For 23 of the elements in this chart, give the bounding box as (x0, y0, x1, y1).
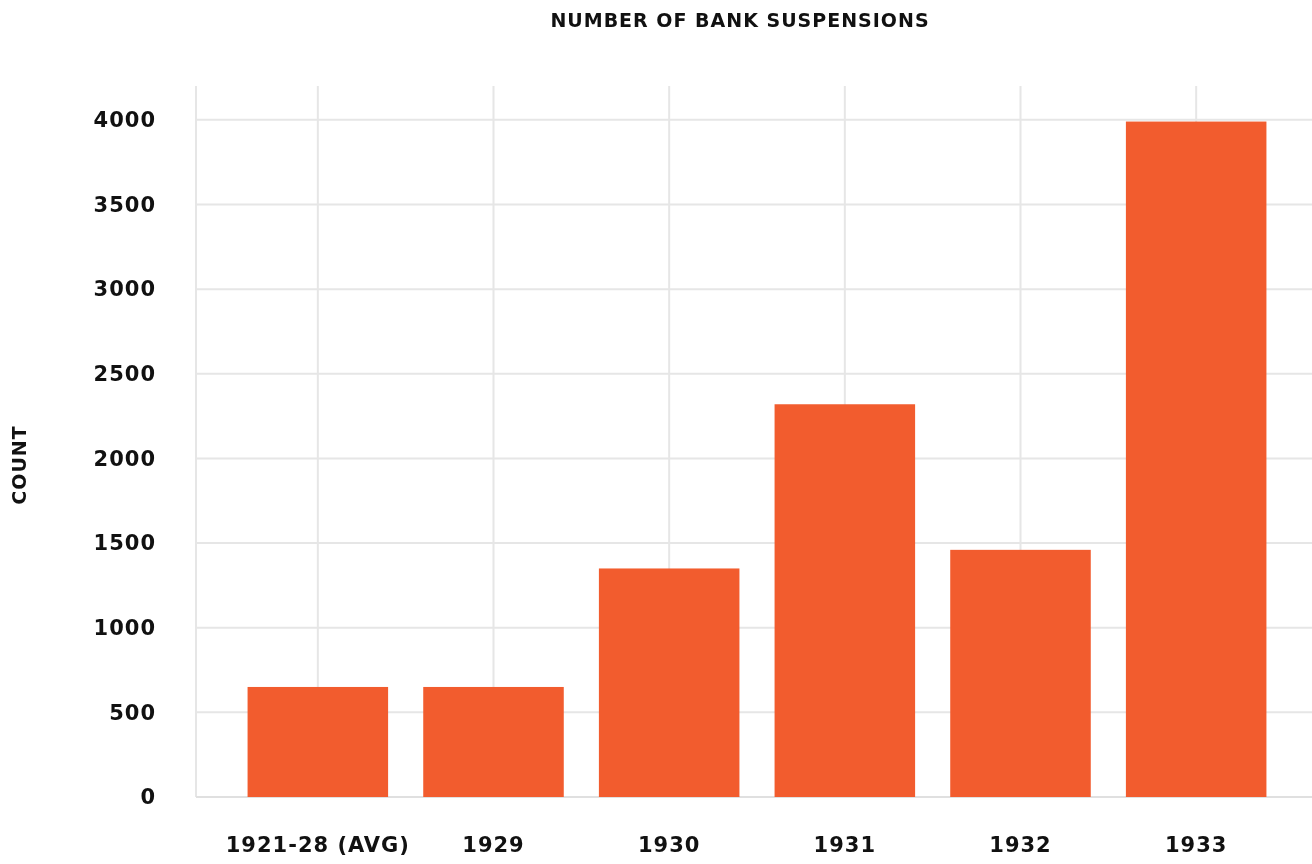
x-tick-label: 1921-28 (AVG) (225, 832, 410, 857)
y-tick-label: 3500 (93, 192, 156, 217)
x-tick-label: 1933 (1164, 832, 1228, 857)
y-tick-label: 4000 (93, 108, 156, 133)
y-tick-label: 1500 (93, 531, 156, 556)
x-tick-label: 1929 (462, 832, 525, 857)
x-tick-label: 1932 (989, 832, 1052, 857)
bar (1125, 121, 1267, 797)
y-tick-label: 1000 (93, 615, 156, 640)
x-tick-label: 1931 (813, 832, 877, 857)
bar (247, 686, 389, 797)
bar (950, 549, 1091, 797)
y-tick-label: 500 (109, 700, 156, 725)
y-tick-label: 2000 (93, 446, 156, 471)
y-tick-label: 3000 (93, 277, 156, 302)
x-tick-label: 1930 (637, 832, 701, 857)
bar (774, 404, 916, 797)
chart-title: NUMBER OF BANK SUSPENSIONS (550, 9, 930, 31)
bar (423, 686, 564, 797)
y-tick-label: 0 (140, 785, 156, 810)
y-tick-label: 2500 (93, 362, 156, 387)
bar (598, 568, 740, 797)
y-axis-title: COUNT (8, 425, 30, 505)
